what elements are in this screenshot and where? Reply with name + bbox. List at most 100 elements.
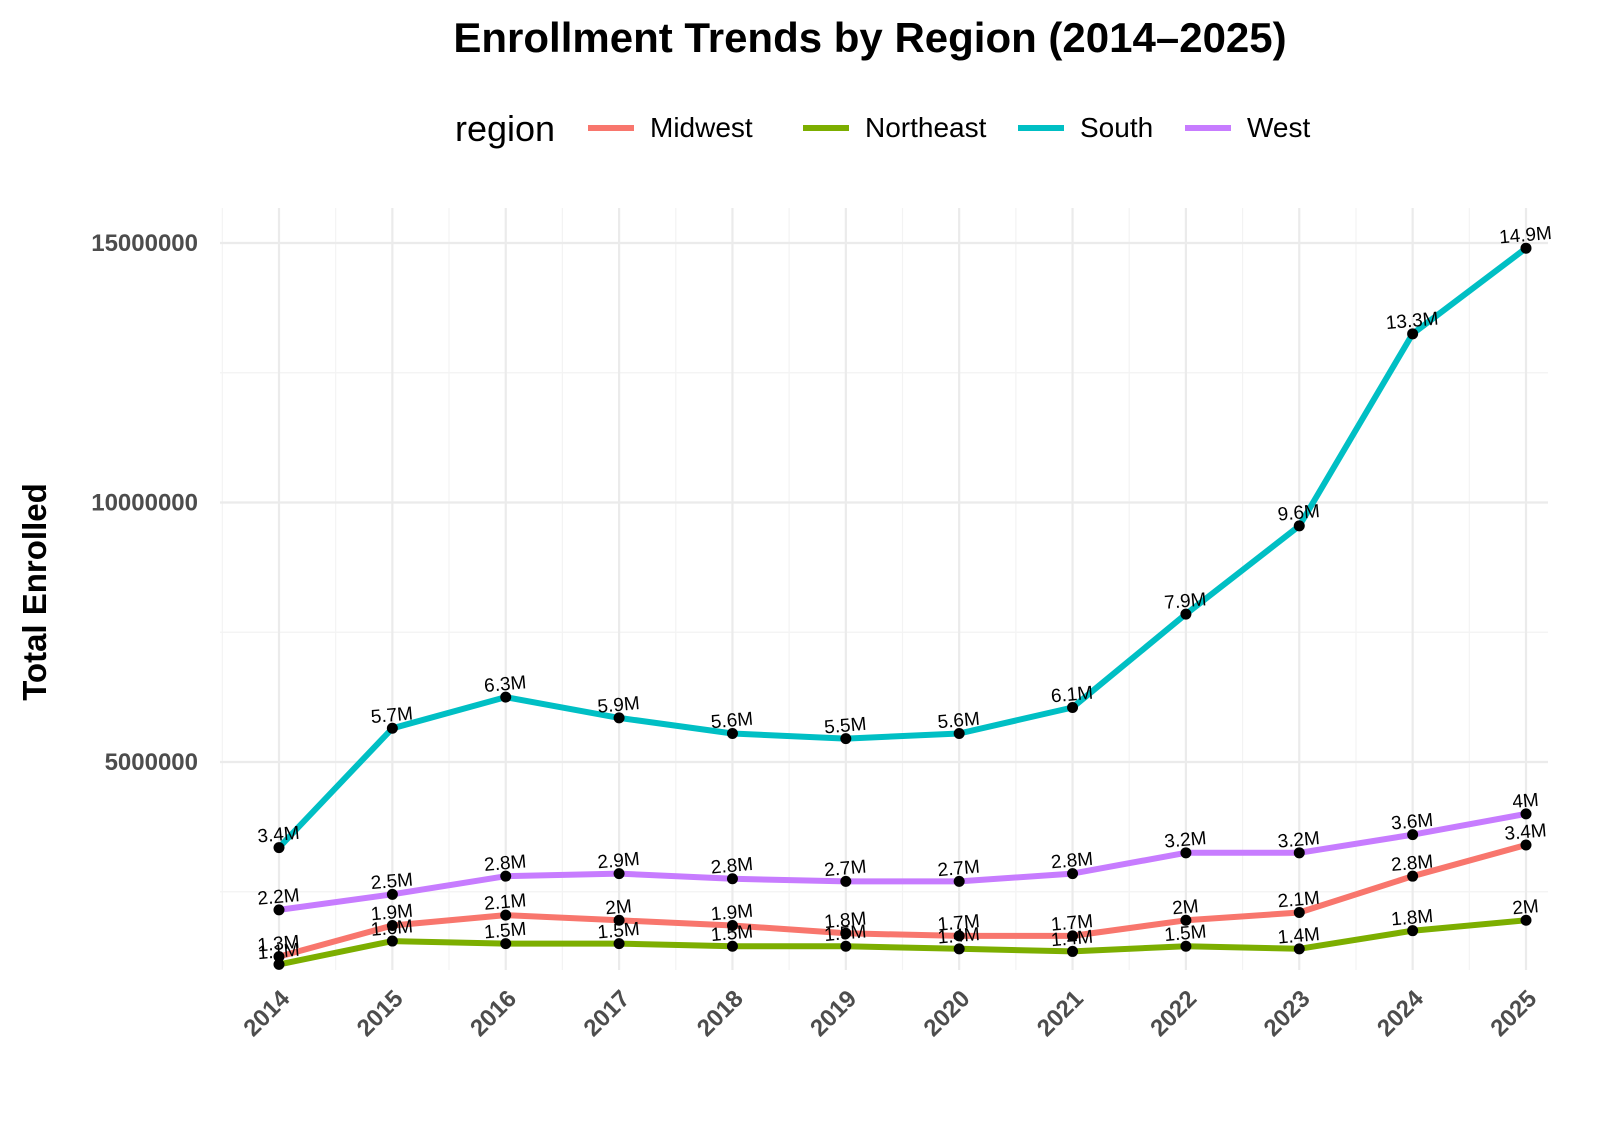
x-tick-label: 2019 [805,985,862,1042]
data-point-south [1067,702,1079,714]
data-point-south [273,842,285,854]
data-point-west [953,875,965,887]
x-tick-label: 2023 [1259,985,1316,1042]
data-point-west [500,870,512,882]
data-label-west: 3.2M [1277,828,1321,853]
legend-label-midwest: Midwest [650,112,753,143]
data-point-midwest [726,919,738,931]
data-point-south [726,727,738,739]
data-label-south: 6.1M [1050,683,1094,708]
x-tick-label: 2015 [352,985,409,1042]
y-tick-label: 5000000 [105,749,198,776]
data-point-west [386,888,398,900]
chart-title: Enrollment Trends by Region (2014–2025) [453,14,1286,61]
data-point-northeast [726,940,738,952]
data-label-midwest: 2.8M [1390,851,1434,876]
data-point-northeast [1520,914,1532,926]
data-point-northeast [1067,945,1079,957]
data-point-south [1520,242,1532,254]
x-tick-label: 2020 [919,985,976,1042]
data-point-northeast [1407,925,1419,937]
series-line-northeast [276,917,1529,968]
legend-label-northeast: Northeast [865,112,987,143]
legend: region Midwest Northeast South West [455,108,1310,149]
data-label-south: 6.3M [483,672,527,697]
data-label-northeast: 1.6M [370,916,414,941]
axes: 5000000 10000000 15000000 2014 2015 2016 2017 2… [91,230,1542,1042]
data-label-northeast: 1.8M [1390,906,1434,931]
data-label-west: 2.7M [937,857,981,882]
data-point-midwest [953,930,965,942]
data-point-south [840,733,852,745]
data-label-northeast: 1.1M [257,940,301,965]
data-point-west [1180,847,1192,859]
data-label-northeast: 1.4M [937,924,981,949]
data-point-northeast [386,935,398,947]
data-point-west [273,904,285,916]
data-label-northeast: 1.4M [1277,924,1321,949]
data-label-west: 4M [1511,790,1539,813]
data-point-south [613,712,625,724]
data-label-northeast: 2M [1511,896,1539,919]
x-tick-label: 2024 [1372,985,1429,1042]
data-point-northeast [953,943,965,955]
series-line-midwest [276,842,1529,960]
data-point-northeast [1293,943,1305,955]
data-labels-layer: 1.3M 1.9M 2.1M 2M 1.9M 1.8M 1.7M 1.7M 2M 2.1M 2.8M… [257,223,1553,964]
data-label-midwest: 2M [1171,896,1199,919]
y-tick-label: 15000000 [91,230,198,257]
data-label-midwest: 2.1M [1277,888,1321,913]
series-line-south [276,245,1529,851]
data-label-northeast: 1.5M [597,919,641,944]
data-point-northeast [273,958,285,970]
data-label-south: 13.3M [1385,309,1439,335]
data-point-midwest [273,951,285,963]
data-label-west: 2.2M [257,885,301,910]
data-label-northeast: 1.4M [1050,927,1094,952]
data-point-west [726,873,738,885]
data-point-midwest [613,914,625,926]
data-label-west: 2.8M [1050,849,1094,874]
data-point-south [1293,520,1305,532]
x-tick-label: 2022 [1145,985,1202,1042]
data-point-west [1067,868,1079,880]
data-label-west: 3.2M [1163,828,1207,853]
data-point-midwest [500,909,512,921]
data-point-midwest [1407,870,1419,882]
data-point-west [613,868,625,880]
data-point-midwest [840,927,852,939]
data-label-south: 5.6M [710,709,754,734]
data-point-west [1407,829,1419,841]
data-point-west [1520,808,1532,820]
data-point-midwest [1520,839,1532,851]
data-label-west: 2.9M [597,849,641,874]
data-point-northeast [840,940,852,952]
data-label-south: 5.6M [937,709,981,734]
data-label-midwest: 1.3M [257,932,301,957]
data-label-south: 5.9M [597,693,641,718]
points-layer [273,242,1532,970]
data-label-midwest: 3.4M [1504,820,1548,845]
data-label-midwest: 1.9M [710,901,754,926]
series-line-west [276,810,1529,913]
x-tick-label: 2018 [692,985,749,1042]
data-point-south [386,722,398,734]
data-label-midwest: 1.7M [937,911,981,936]
data-point-northeast [613,938,625,950]
data-label-south: 14.9M [1498,223,1552,249]
data-label-midwest: 1.8M [823,908,867,933]
data-label-northeast: 1.5M [1163,921,1207,946]
data-label-west: 2.5M [370,870,414,895]
data-label-south: 9.6M [1277,501,1321,526]
legend-title: region [455,108,555,149]
data-label-midwest: 2.1M [483,890,527,915]
data-point-south [1180,608,1192,620]
data-label-midwest: 1.7M [1050,911,1094,936]
y-axis-label: Total Enrolled [16,483,53,701]
data-point-northeast [500,938,512,950]
data-point-midwest [1293,907,1305,919]
x-tick-label: 2021 [1032,985,1089,1042]
data-point-midwest [386,919,398,931]
